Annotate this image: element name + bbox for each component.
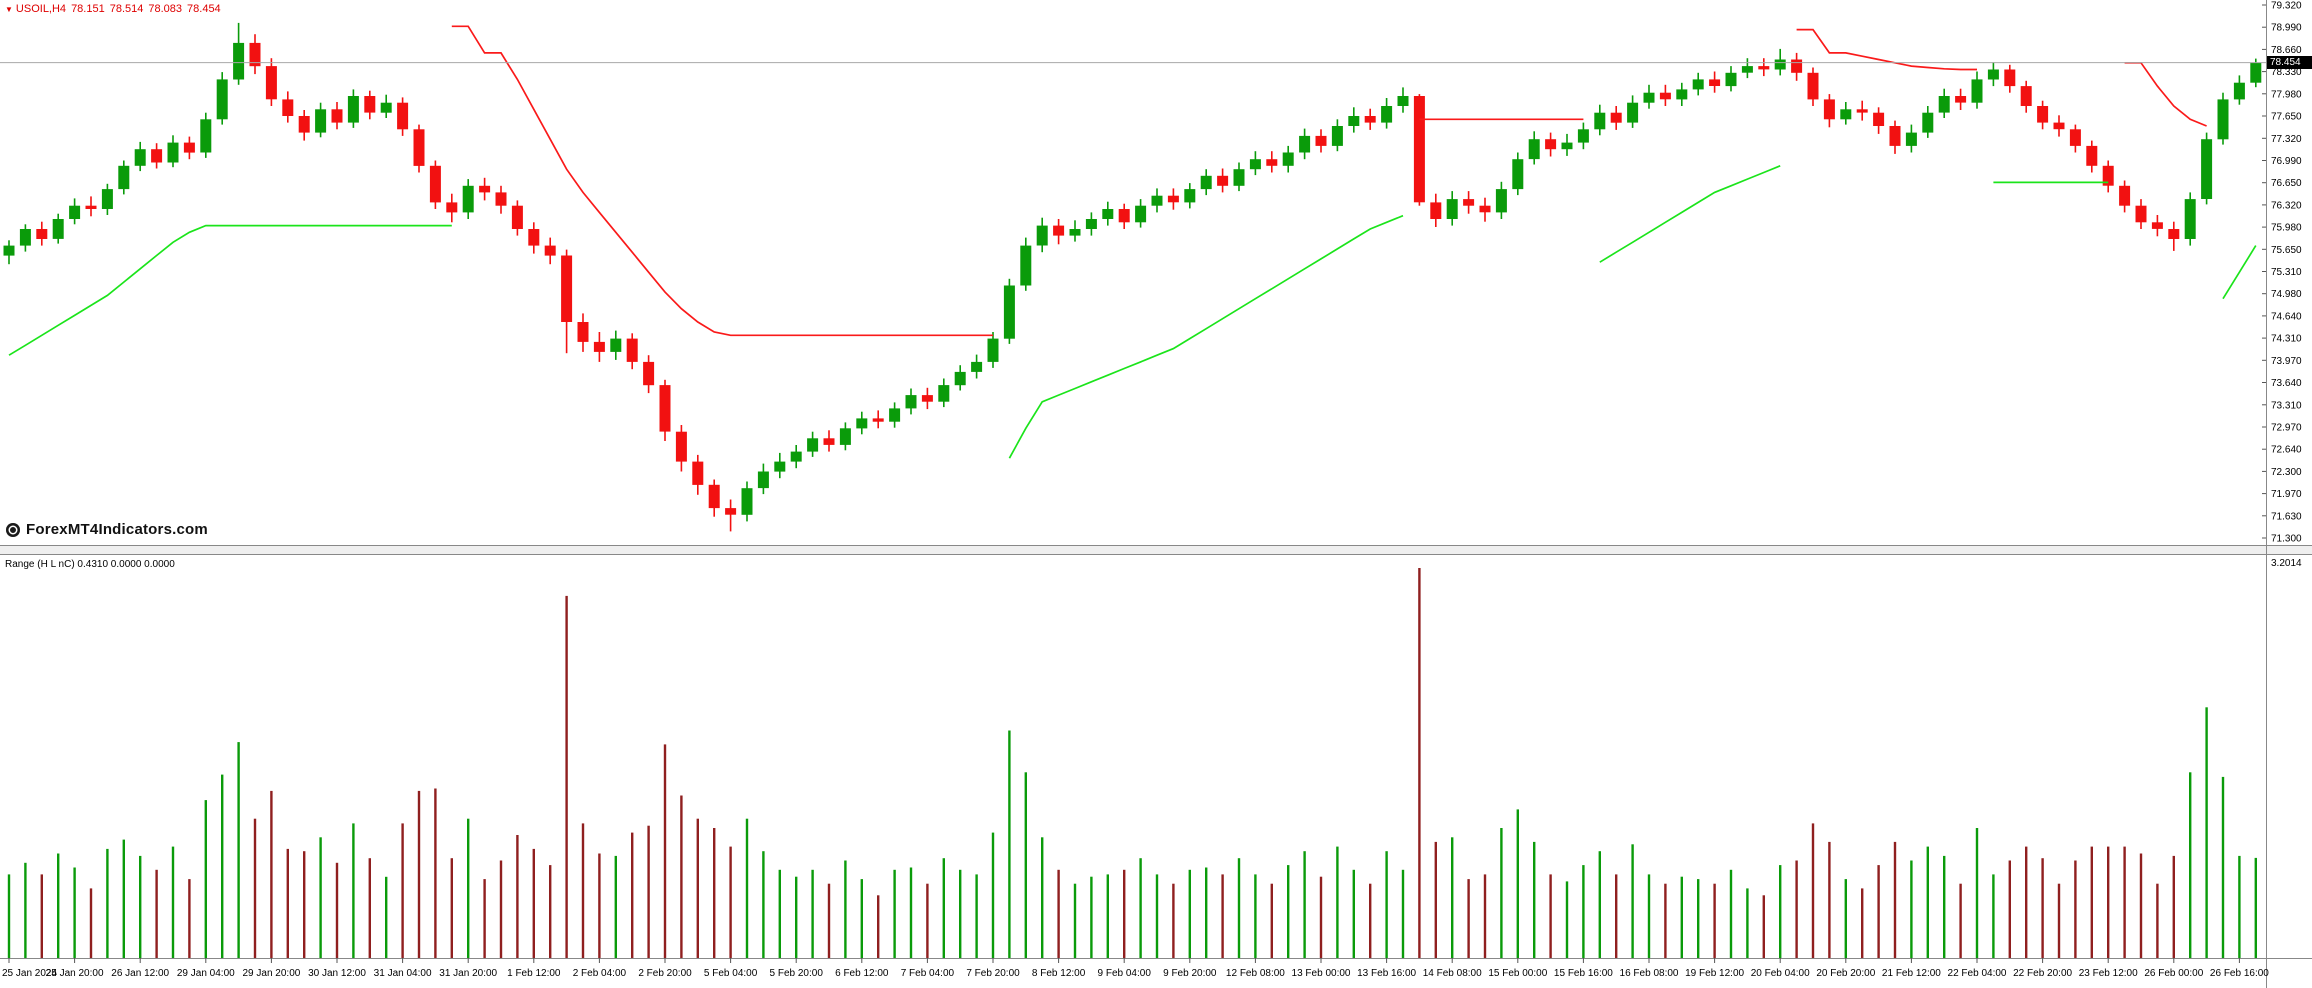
- svg-text:20 Feb 04:00: 20 Feb 04:00: [1751, 968, 1810, 979]
- ohlc-readout: ▼ USOIL,H4 78.151 78.514 78.083 78.454: [5, 3, 226, 15]
- svg-text:73.970: 73.970: [2271, 356, 2302, 367]
- svg-text:9 Feb 20:00: 9 Feb 20:00: [1163, 968, 1217, 979]
- svg-text:25 Jan 2024: 25 Jan 2024: [2, 968, 57, 979]
- sub-scale-max-label: 3.2014: [2271, 558, 2302, 569]
- svg-text:15 Feb 00:00: 15 Feb 00:00: [1488, 968, 1547, 979]
- svg-text:79.320: 79.320: [2271, 1, 2302, 12]
- symbol-period-label: USOIL,H4: [15, 3, 67, 15]
- svg-text:26 Feb 16:00: 26 Feb 16:00: [2210, 968, 2269, 979]
- watermark: ForexMT4Indicators.com: [6, 521, 208, 538]
- svg-text:29 Jan 04:00: 29 Jan 04:00: [177, 968, 235, 979]
- current-price-badge: 78.454: [2267, 56, 2312, 69]
- svg-text:7 Feb 04:00: 7 Feb 04:00: [901, 968, 955, 979]
- svg-text:20 Feb 20:00: 20 Feb 20:00: [1816, 968, 1875, 979]
- svg-text:2 Feb 04:00: 2 Feb 04:00: [573, 968, 627, 979]
- svg-text:7 Feb 20:00: 7 Feb 20:00: [966, 968, 1020, 979]
- svg-text:21 Feb 12:00: 21 Feb 12:00: [1882, 968, 1941, 979]
- price-scale[interactable]: 79.320 78.990 78.660 78.330 77.980 77.650 77.3…: [2262, 1, 2302, 570]
- svg-text:76.650: 76.650: [2271, 178, 2302, 189]
- svg-text:29 Jan 20:00: 29 Jan 20:00: [242, 968, 300, 979]
- svg-text:13 Feb 16:00: 13 Feb 16:00: [1357, 968, 1416, 979]
- subwindow-indicator-label: Range (H L nC) 0.4310 0.0000 0.0000: [5, 559, 175, 570]
- svg-text:23 Feb 12:00: 23 Feb 12:00: [2079, 968, 2138, 979]
- svg-text:73.310: 73.310: [2271, 400, 2302, 411]
- svg-text:71.630: 71.630: [2271, 511, 2302, 522]
- svg-text:19 Feb 12:00: 19 Feb 12:00: [1685, 968, 1744, 979]
- svg-text:72.300: 72.300: [2271, 467, 2302, 478]
- svg-text:25 Jan 20:00: 25 Jan 20:00: [46, 968, 104, 979]
- svg-text:71.300: 71.300: [2271, 534, 2302, 545]
- svg-text:22 Feb 04:00: 22 Feb 04:00: [1948, 968, 2007, 979]
- svg-text:8 Feb 12:00: 8 Feb 12:00: [1032, 968, 1086, 979]
- svg-text:75.310: 75.310: [2271, 267, 2302, 278]
- candles-layer: [3, 22, 2262, 532]
- svg-text:76.320: 76.320: [2271, 200, 2302, 211]
- svg-text:75.650: 75.650: [2271, 245, 2302, 256]
- high-value: 78.514: [109, 3, 144, 15]
- svg-text:31 Jan 04:00: 31 Jan 04:00: [374, 968, 432, 979]
- svg-text:77.980: 77.980: [2271, 89, 2302, 100]
- trend-indicator-line: [8, 25, 2257, 459]
- svg-text:12 Feb 08:00: 12 Feb 08:00: [1226, 968, 1285, 979]
- svg-text:76.990: 76.990: [2271, 156, 2302, 167]
- svg-text:9 Feb 04:00: 9 Feb 04:00: [1098, 968, 1152, 979]
- svg-text:71.970: 71.970: [2271, 489, 2302, 500]
- symbol-marker-icon: ▼: [5, 5, 13, 14]
- svg-text:5 Feb 04:00: 5 Feb 04:00: [704, 968, 758, 979]
- svg-text:78.330: 78.330: [2271, 67, 2302, 78]
- svg-text:30 Jan 12:00: 30 Jan 12:00: [308, 968, 366, 979]
- svg-text:72.640: 72.640: [2271, 445, 2302, 456]
- watermark-text: ForexMT4Indicators.com: [26, 521, 208, 538]
- svg-text:75.980: 75.980: [2271, 223, 2302, 234]
- svg-text:74.310: 74.310: [2271, 334, 2302, 345]
- svg-text:15 Feb 16:00: 15 Feb 16:00: [1554, 968, 1613, 979]
- svg-text:31 Jan 20:00: 31 Jan 20:00: [439, 968, 497, 979]
- open-value: 78.151: [71, 3, 105, 15]
- forexmt4indicators-logo-icon: [6, 522, 20, 537]
- svg-text:26 Feb 00:00: 26 Feb 00:00: [2144, 968, 2203, 979]
- svg-text:14 Feb 08:00: 14 Feb 08:00: [1423, 968, 1482, 979]
- low-value: 78.083: [148, 3, 183, 15]
- svg-text:77.320: 77.320: [2271, 134, 2302, 145]
- svg-text:78.660: 78.660: [2271, 45, 2302, 56]
- svg-text:74.640: 74.640: [2271, 311, 2302, 322]
- svg-text:6 Feb 12:00: 6 Feb 12:00: [835, 968, 889, 979]
- svg-text:22 Feb 20:00: 22 Feb 20:00: [2013, 968, 2072, 979]
- svg-text:74.980: 74.980: [2271, 289, 2302, 300]
- svg-text:13 Feb 00:00: 13 Feb 00:00: [1292, 968, 1351, 979]
- svg-text:73.640: 73.640: [2271, 378, 2302, 389]
- range-histogram-layer: [7, 568, 2257, 958]
- svg-text:2 Feb 20:00: 2 Feb 20:00: [638, 968, 692, 979]
- svg-text:77.650: 77.650: [2271, 112, 2302, 123]
- svg-text:1 Feb 12:00: 1 Feb 12:00: [507, 968, 561, 979]
- svg-text:26 Jan 12:00: 26 Jan 12:00: [111, 968, 169, 979]
- window-splitter[interactable]: [0, 545, 2312, 555]
- svg-text:5 Feb 20:00: 5 Feb 20:00: [770, 968, 824, 979]
- svg-text:72.970: 72.970: [2271, 423, 2302, 434]
- close-value: 78.454: [187, 3, 221, 15]
- svg-text:16 Feb 08:00: 16 Feb 08:00: [1620, 968, 1679, 979]
- svg-text:78.990: 78.990: [2271, 23, 2302, 34]
